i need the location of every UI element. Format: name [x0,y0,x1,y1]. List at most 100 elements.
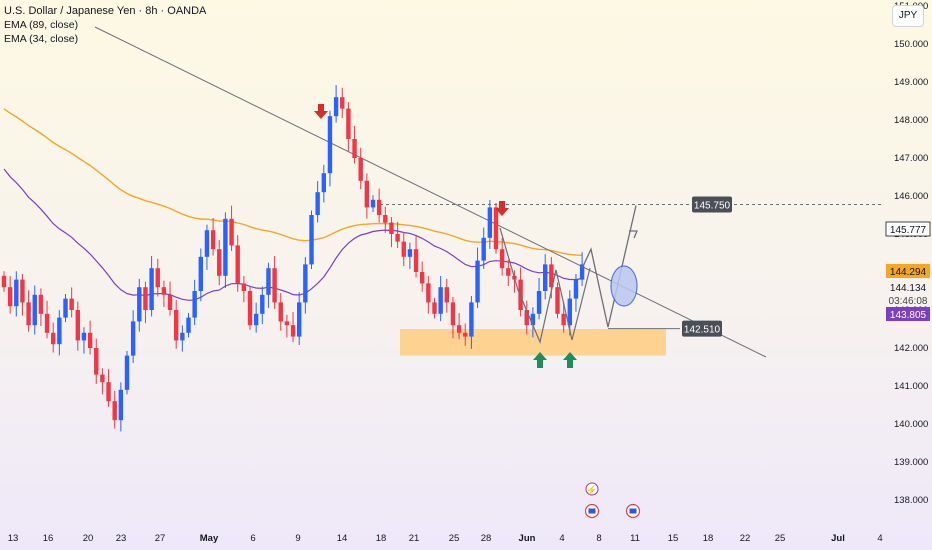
candle-body [413,249,419,272]
y-tick-label: 139.000 [894,457,928,468]
last-price-label: 144.134 [890,283,927,294]
y-tick-label: 141.000 [894,381,928,392]
support-label: 142.510 [684,325,721,336]
candle-body [284,321,290,326]
x-tick-label: 25 [449,533,460,544]
candle-body [7,287,13,307]
currency-badge[interactable]: JPY [892,5,924,27]
candle-body [63,298,68,318]
candle-body [543,264,548,291]
candle-body [210,230,216,250]
candle-body [229,218,234,246]
candle-body [561,313,566,326]
ema-34-legend[interactable]: EMA (34, close) [4,33,79,45]
candle-body [463,332,468,337]
candle-body [94,348,99,375]
candle-body [567,298,572,326]
candle-body [260,294,265,314]
candle-body [1,275,7,288]
ema-89-price-label-tag [886,264,930,278]
x-tick-label: Jun [519,533,536,544]
x-tick-label: 21 [409,533,420,544]
ema-34-price-label: 143.805 [890,310,927,321]
candle-body [340,97,345,109]
x-tick-label: 4 [877,533,882,544]
x-tick-label: 18 [376,533,387,544]
pattern-zigzag [499,227,591,344]
candle-body [383,215,388,223]
ema-89-legend[interactable]: EMA (89, close) [4,19,79,31]
y-tick-label: 147.000 [894,153,928,164]
candle-body [401,241,406,257]
y-tick-label: 149.000 [894,77,928,88]
bar-countdown-label: 03:46:08 [889,296,928,307]
x-tick-label: 25 [775,533,786,544]
bottom-arrow-up-icon [533,352,547,368]
candle-body [100,374,105,383]
resistance-label-box [692,196,732,213]
candle-body [51,332,56,345]
candle-body [204,230,210,257]
candle-body [143,287,148,310]
candle-body [346,108,351,139]
candle-body [364,180,370,208]
x-tick-label: 28 [481,533,492,544]
dashed-level-price-label: 145.777 [890,225,927,236]
candle-body [75,310,80,341]
candle-body [14,279,19,307]
candle-body [555,287,560,314]
candle-body [438,287,443,314]
candle-body [407,249,413,257]
candle-body [321,173,326,193]
candle-body [118,389,124,421]
candle-body [106,382,111,402]
candle-body [493,207,499,250]
candle-body [272,268,277,303]
candle-body [352,139,357,158]
y-tick-label: 148.000 [894,115,928,126]
candle-body [481,237,486,261]
candle-body [137,287,142,322]
candle-body [444,287,449,303]
candle-body [389,222,394,234]
dashed-level-price-outline [885,221,931,237]
projection-arrowhead [629,230,638,239]
peak-arrow-down-icon [314,104,328,119]
event-flag-fill [629,508,637,514]
candle-body [297,302,302,337]
candle-body [180,332,185,341]
candle-body [44,313,50,333]
candle-body [358,158,363,181]
candle-body [149,268,154,310]
chart-legend: U.S. Dollar / Japanese Yen · 8h · OANDA … [4,4,206,46]
x-tick-label: Jul [831,533,845,544]
ema-89-price-label: 144.294 [890,267,927,278]
event-lightning-icon [585,482,599,496]
x-tick-label: 23 [116,533,127,544]
x-tick-label: 15 [668,533,679,544]
candle-body [253,313,259,326]
candle-body [192,291,197,318]
candle-body [112,401,117,421]
candle-body [241,283,247,291]
y-tick-label: 146.000 [894,191,928,202]
candle-body [309,215,314,265]
candle-body [469,302,474,337]
candle-body [266,268,271,295]
candle-body [499,249,505,269]
x-tick-label: 22 [740,533,751,544]
y-tick-label: 138.000 [894,495,928,506]
ema-34-price-label-tag [886,307,930,321]
candle-body [475,260,480,303]
candle-body [174,310,179,341]
x-tick-label: 20 [83,533,94,544]
candle-body [524,310,529,326]
candle-body [487,207,493,238]
x-tick-label: 4 [559,533,564,544]
x-tick-label: 11 [630,533,640,544]
x-tick-label: 27 [155,533,166,544]
x-tick-label: 16 [43,533,54,544]
y-tick-label: 142.000 [894,343,928,354]
